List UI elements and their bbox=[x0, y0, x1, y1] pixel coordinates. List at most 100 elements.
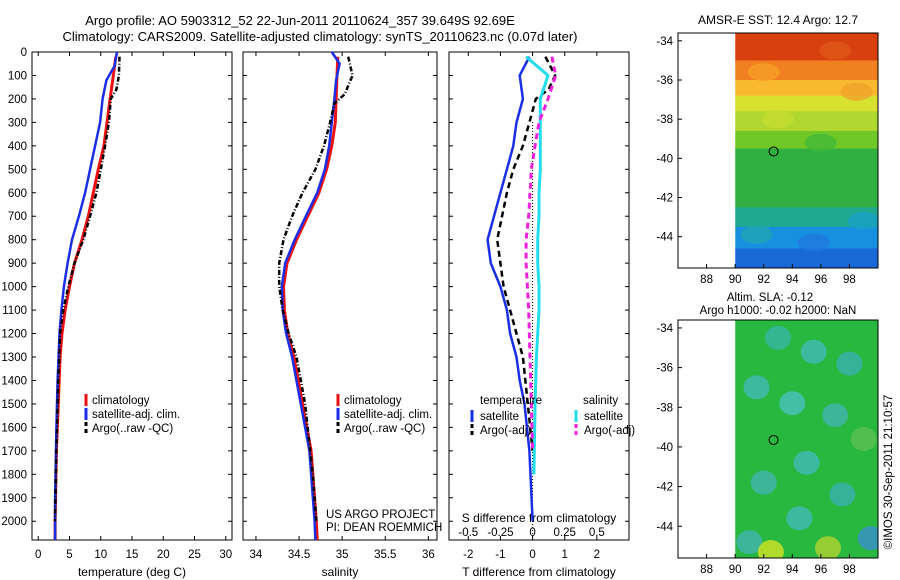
sla-patch bbox=[736, 530, 763, 555]
sst-band bbox=[735, 207, 878, 228]
sst-patch bbox=[747, 63, 780, 82]
x-tick-label: 96 bbox=[814, 564, 827, 576]
y-tick-label: 1500 bbox=[1, 399, 27, 411]
sla-patch bbox=[786, 506, 813, 531]
legend-label: Argo(..raw -QC) bbox=[344, 423, 425, 435]
series-line-satellite-adj-clim- bbox=[53, 51, 119, 540]
argo-position-marker bbox=[768, 434, 779, 445]
legend-header-temperature: temperature bbox=[480, 395, 542, 407]
series-line-temperature-satellite bbox=[486, 56, 534, 522]
map-frame bbox=[677, 32, 879, 269]
sst-patch bbox=[762, 110, 794, 129]
y-tick-label: 1800 bbox=[1, 469, 27, 481]
y-tick-label: -42 bbox=[656, 193, 673, 205]
x-tick-label: 88 bbox=[700, 274, 713, 286]
x-tick-label: 1 bbox=[562, 549, 568, 561]
sst-band bbox=[735, 33, 878, 61]
series-line-argo-raw-qc- bbox=[277, 56, 354, 522]
y-tick-label: -42 bbox=[656, 482, 673, 494]
sst-patch bbox=[847, 212, 879, 230]
series-line-salinity-satellite bbox=[525, 55, 550, 475]
sst-band bbox=[735, 95, 878, 112]
sla-patch bbox=[857, 526, 879, 551]
figure-title-line2: Climatology: CARS2009. Satellite-adjuste… bbox=[63, 29, 578, 44]
sla-patch bbox=[757, 540, 784, 558]
series-line-satellite-adj-clim- bbox=[280, 51, 341, 541]
y-tick-label: 300 bbox=[8, 117, 27, 129]
plot-frame bbox=[242, 51, 438, 541]
x-tick-label: 5 bbox=[66, 549, 72, 561]
x-tick-label: 0 bbox=[529, 549, 535, 561]
sst-band bbox=[735, 111, 878, 132]
x-tick-label: 34.5 bbox=[288, 549, 310, 561]
x-tick-label: 98 bbox=[843, 564, 856, 576]
sla-patch bbox=[800, 339, 827, 364]
map-frame bbox=[677, 319, 879, 559]
x-tick-label: 25 bbox=[188, 549, 201, 561]
sla-patch bbox=[829, 482, 856, 507]
y-tick-label: 1400 bbox=[1, 375, 27, 387]
series-line-climatology bbox=[282, 56, 340, 541]
x-tick-label: 92 bbox=[757, 274, 770, 286]
y-tick-label: 800 bbox=[8, 235, 27, 247]
map-field bbox=[735, 320, 879, 558]
y-tick-label: -44 bbox=[656, 232, 673, 244]
y-tick-label: -36 bbox=[656, 363, 673, 375]
sst-patch bbox=[797, 233, 830, 252]
timestamp-credit: ©IMOS 30-Sep-2011 21:10:57 bbox=[883, 395, 895, 550]
y-tick-label: 0 bbox=[21, 47, 27, 59]
y-tick-label: 1700 bbox=[1, 446, 27, 458]
x-tick-label: 15 bbox=[126, 549, 139, 561]
y-tick-label: 900 bbox=[8, 258, 27, 270]
y-tick-label: 2000 bbox=[1, 516, 27, 528]
sla-patch bbox=[779, 391, 806, 416]
x-tick-label: 0 bbox=[35, 549, 41, 561]
y-tick-label: 600 bbox=[8, 188, 27, 200]
y-tick-label: -40 bbox=[656, 442, 673, 454]
panel-salinity-profile: 34 34.5 35 35.5 36 salinity climatology satelli… bbox=[242, 51, 438, 579]
x-tick-label: 90 bbox=[729, 274, 742, 286]
legend-label: Argo(-adj) bbox=[480, 425, 531, 437]
x-top-axis-label: S difference from climatology bbox=[462, 511, 617, 525]
y-tick-label: 1000 bbox=[1, 282, 27, 294]
x-tick-label: 88 bbox=[700, 564, 713, 576]
x-top-tick-label: 0.5 bbox=[589, 527, 605, 539]
legend-label: climatology bbox=[92, 395, 150, 407]
x-tick-label: -1 bbox=[495, 549, 505, 561]
x-tick-label: 35 bbox=[336, 549, 349, 561]
series-line-salinity-argo-adj- bbox=[524, 56, 558, 451]
x-axis-label: temperature (deg C) bbox=[78, 565, 186, 579]
panel-difference-from-climatology: -2 -1 0 1 2 T difference from climatology -0.5… bbox=[448, 51, 635, 579]
y-tick-label: 1900 bbox=[1, 493, 27, 505]
x-top-tick-label: 0.25 bbox=[554, 527, 576, 539]
y-tick-label: 1200 bbox=[1, 329, 27, 341]
x-tick-label: 36 bbox=[422, 549, 435, 561]
sla-patch bbox=[750, 470, 777, 495]
y-tick-label: -38 bbox=[656, 402, 673, 414]
plot-frame bbox=[448, 51, 630, 541]
sla-patch bbox=[765, 325, 791, 350]
y-tick-label: -34 bbox=[656, 323, 673, 335]
x-tick-label: 96 bbox=[814, 274, 827, 286]
sla-patch bbox=[793, 450, 820, 475]
x-tick-label: -2 bbox=[463, 549, 473, 561]
map-title-line2: Argo h1000: -0.02 h2000: NaN bbox=[700, 305, 857, 317]
x-top-tick-label: -0.25 bbox=[487, 527, 513, 539]
legend-label: satellite-adj. clim. bbox=[344, 409, 432, 421]
y-tick-label: 400 bbox=[8, 141, 27, 153]
series-line-argo-raw-qc- bbox=[53, 56, 121, 522]
map-title-line1: Altim. SLA: -0.12 bbox=[727, 292, 813, 304]
legend-label: satellite bbox=[480, 411, 519, 423]
x-tick-label: 2 bbox=[594, 549, 600, 561]
x-tick-label: 10 bbox=[94, 549, 107, 561]
y-tick-label: -40 bbox=[656, 153, 673, 165]
legend-label: satellite bbox=[584, 411, 623, 423]
sst-patch bbox=[819, 41, 852, 60]
sst-patch bbox=[840, 82, 873, 101]
y-tick-label: 700 bbox=[8, 211, 27, 223]
project-label: US ARGO PROJECT bbox=[326, 509, 435, 521]
sla-patch bbox=[822, 403, 849, 428]
map-field bbox=[735, 33, 879, 268]
map-title: AMSR-E SST: 12.4 Argo: 12.7 bbox=[698, 13, 858, 27]
